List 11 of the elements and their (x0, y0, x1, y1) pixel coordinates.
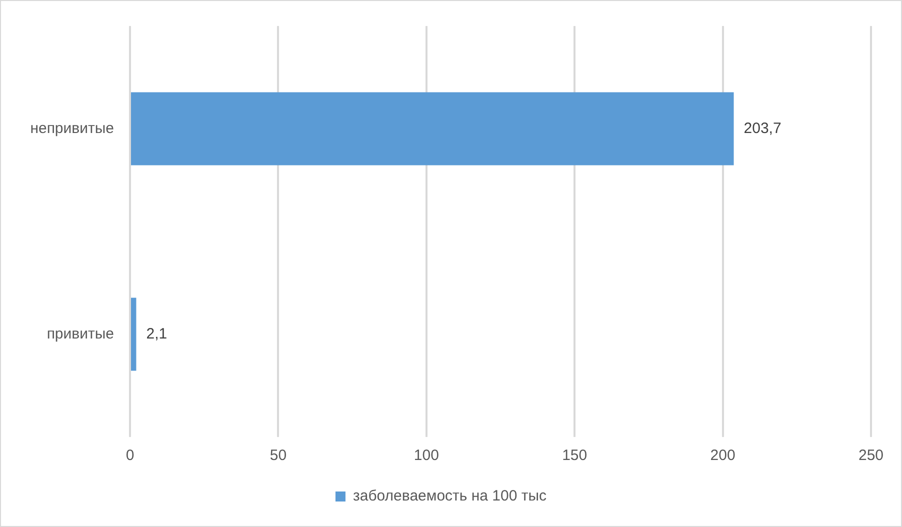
x-tick-label: 250 (858, 447, 884, 464)
data-label: 203,7 (744, 120, 782, 137)
x-tick-label: 100 (414, 447, 439, 464)
x-tick-label: 50 (270, 447, 287, 464)
data-label: 2,1 (146, 325, 168, 342)
legend-label: заболеваемость на 100 тыс (352, 488, 548, 505)
x-tick-label: 0 (126, 447, 134, 464)
x-tick-label: 150 (562, 447, 588, 464)
x-tick-label: 200 (710, 447, 736, 464)
y-tick-label: непривитые (30, 120, 114, 137)
y-tick-label: привитые (46, 325, 114, 342)
